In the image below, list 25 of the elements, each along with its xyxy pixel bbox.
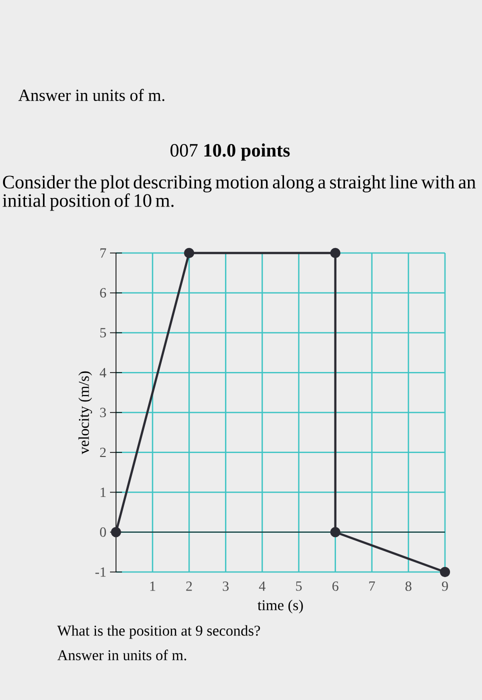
x-axis-title: time (s) [258,600,303,614]
x-tick-label: 9 [442,582,448,591]
x-tick-label: 4 [258,582,266,591]
y-tick-label: 0 [100,527,106,537]
y-tick-label: 6 [100,288,106,298]
y-tick-label: 5 [100,328,106,338]
x-tick-label: 7 [369,582,375,591]
x-tick-label: 5 [296,582,302,591]
x-tick-label: 6 [332,582,338,591]
y-axis-title: velocity (m/s) [78,371,92,454]
x-tick-label: 2 [186,582,192,591]
y-tick-label: 1 [100,488,106,497]
text: Answer in units of m. [18,88,164,102]
text: 007 10.0 points [170,143,290,161]
x-tick-label: 1 [150,582,156,591]
x-tick-label: 3 [222,582,229,591]
y-tick-label: -1 [95,567,106,577]
y-tick-label: 2 [100,448,106,457]
text: Answer in units of m. [57,650,186,660]
chart-title: Consider the plot describing motion along a straight line with an initial position of 10 m. [2,175,476,211]
x-tick-label: 8 [405,582,412,591]
y-tick-label: 3 [100,408,106,418]
y-tick-label: 4 [100,368,106,378]
y-tick-label: 7 [100,248,106,258]
text: What is the position at 9 seconds? [57,625,260,639]
